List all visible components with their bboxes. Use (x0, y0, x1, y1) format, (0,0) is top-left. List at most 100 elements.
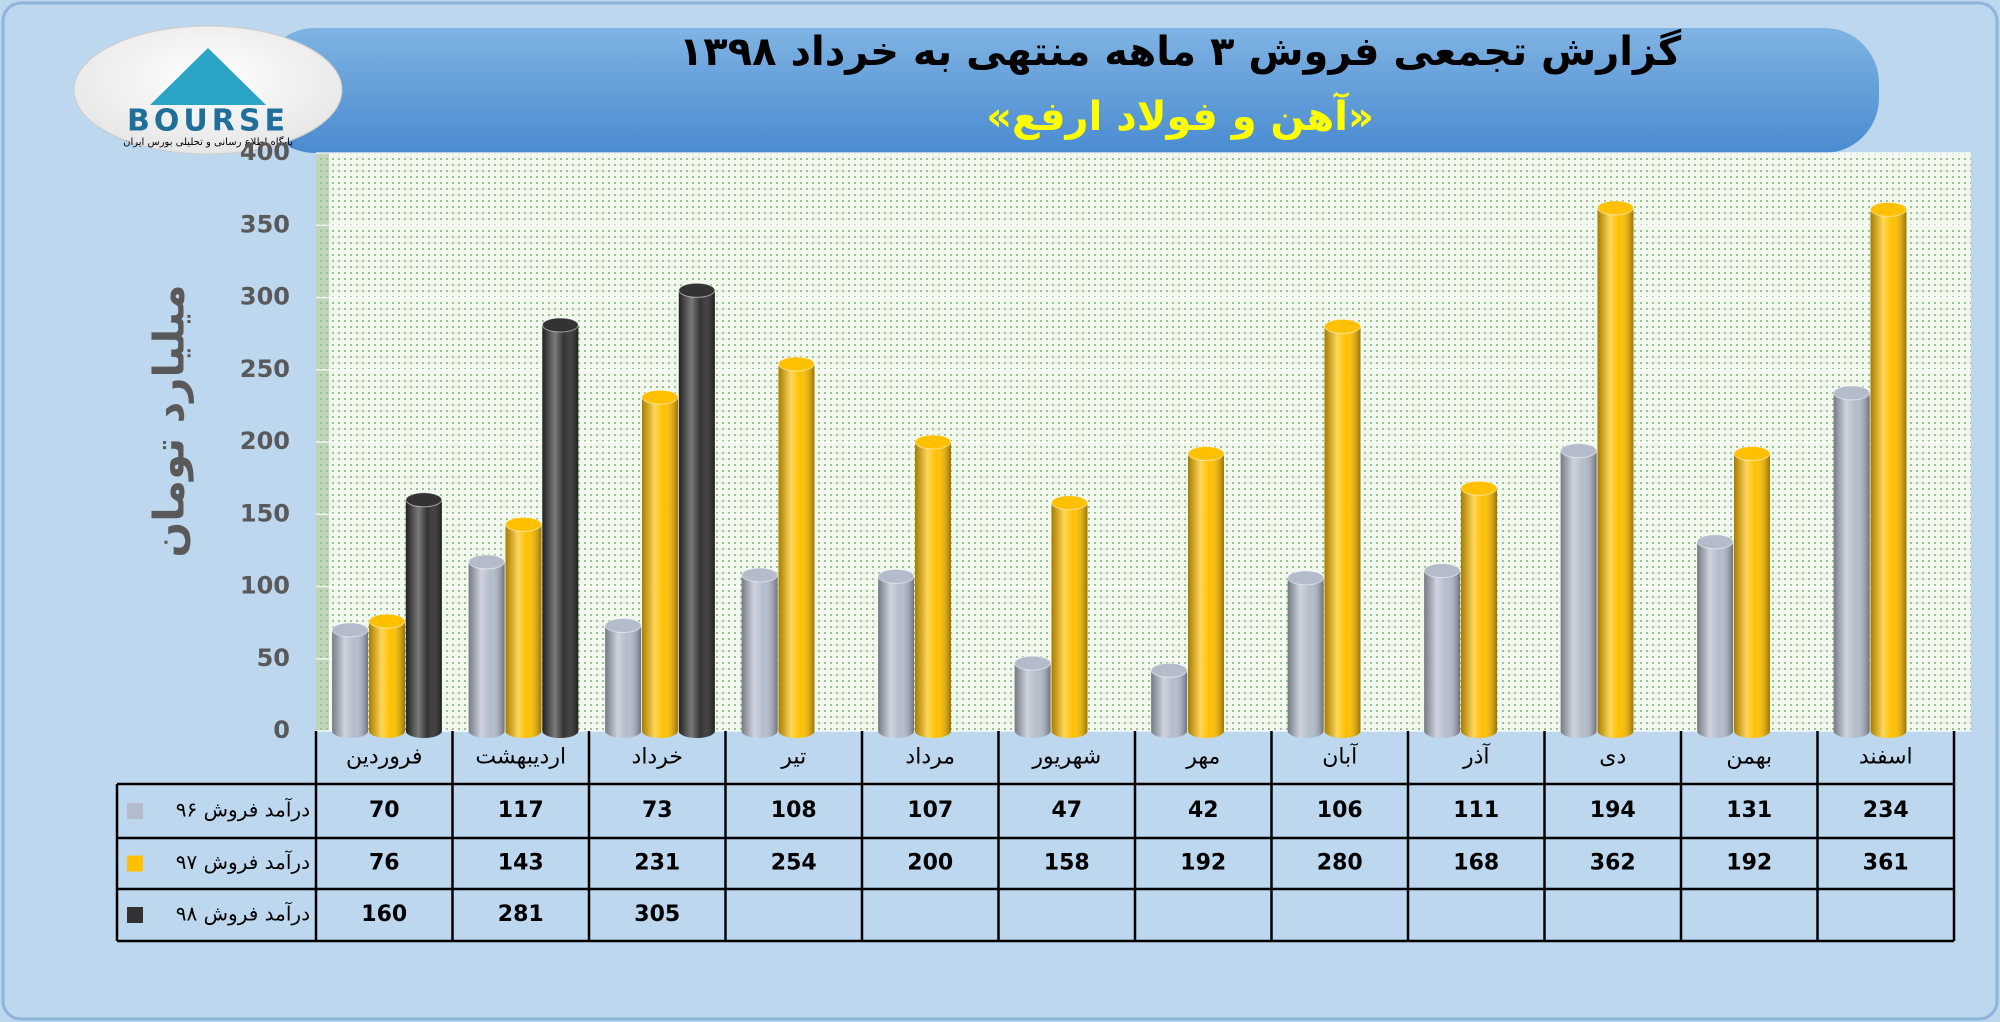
table-value: 108 (771, 798, 817, 823)
bar-shade (1460, 488, 1497, 738)
table-value: 131 (1726, 798, 1772, 823)
bar-top (741, 567, 779, 583)
bar-top (504, 516, 542, 532)
x-tick-label: مهر (1185, 745, 1220, 770)
x-tick-label: فروردین (346, 745, 423, 770)
logo-caption: پایگاه اطلاع رسانی و تحلیلی بورس ایران (123, 136, 293, 148)
logo-icon (150, 48, 266, 105)
bar-shade (505, 524, 542, 738)
table-value: 234 (1863, 798, 1909, 823)
bar-shade (368, 621, 405, 738)
bar-shade (1287, 577, 1324, 738)
x-tick-label: اسفند (1859, 745, 1913, 770)
bar-shade (641, 397, 678, 738)
table-value: 194 (1590, 798, 1636, 823)
x-tick-label: دی (1599, 745, 1626, 770)
x-tick-label: خرداد (632, 745, 683, 770)
bar-shade (678, 290, 715, 738)
table-value: 192 (1180, 851, 1226, 876)
bar-top (777, 356, 815, 372)
y-axis-label: میلیارد تومان (145, 284, 195, 557)
bar-shade (1597, 207, 1634, 738)
bar-shade (1424, 570, 1461, 738)
bar-top (1287, 570, 1325, 586)
table-value: 76 (369, 851, 400, 876)
y-tick-label: 350 (240, 210, 290, 238)
table-value: 107 (907, 798, 953, 823)
bar-top (604, 618, 642, 634)
bar-shade (1560, 450, 1597, 738)
bar-top (877, 568, 915, 584)
chart-title: گزارش تجمعی فروش ۳ ماهه منتهی به خرداد ۱… (679, 28, 1682, 75)
bar-top (641, 389, 679, 405)
bar-shade (914, 442, 951, 738)
table-value: 361 (1863, 851, 1909, 876)
legend-swatch (127, 907, 143, 923)
x-tick-label: آذر (1462, 743, 1490, 770)
bar-shade (542, 324, 579, 738)
bar-top (1460, 480, 1498, 496)
table-value: 168 (1453, 851, 1499, 876)
bar-top (1423, 563, 1461, 579)
x-tick-label: بهمن (1726, 745, 1772, 770)
bar-shade (1151, 670, 1188, 738)
chart-subtitle: «آهن و فولاد ارفع» (986, 91, 1374, 140)
bar-top (541, 317, 579, 333)
legend-swatch (127, 855, 143, 872)
y-tick-label: 100 (240, 572, 290, 600)
bar-shade (1697, 541, 1734, 738)
table-value: 192 (1726, 851, 1772, 876)
y-tick-label: 300 (240, 283, 290, 311)
table-value: 47 (1051, 798, 1082, 823)
table-value: 305 (634, 902, 680, 927)
bar-shade (1833, 392, 1870, 738)
bar-shade (605, 625, 642, 738)
x-tick-label: اردیبهشت (475, 745, 566, 770)
table-value: 158 (1044, 851, 1090, 876)
table-value: 117 (498, 798, 544, 823)
table-value: 106 (1317, 798, 1363, 823)
table-value: 70 (369, 798, 400, 823)
bar-shade (332, 629, 369, 738)
table-value: 160 (361, 902, 407, 927)
bar-shade (878, 576, 915, 738)
table-value: 200 (907, 851, 953, 876)
bar-top (678, 282, 716, 298)
table-value: 143 (498, 851, 544, 876)
table-value: 42 (1188, 798, 1219, 823)
x-tick-label: آبان (1322, 743, 1358, 770)
bar-top (1150, 662, 1188, 678)
table-value: 111 (1453, 798, 1499, 823)
bar-shade (741, 574, 778, 738)
table-value: 254 (771, 851, 817, 876)
bar-shade (1014, 663, 1051, 738)
table-value: 362 (1590, 851, 1636, 876)
y-tick-label: 150 (240, 499, 290, 527)
bar-top (1560, 443, 1598, 459)
bar-shade (1733, 453, 1770, 738)
bar-shade (1324, 326, 1361, 738)
bar-top (368, 613, 406, 629)
bar-shade (778, 363, 815, 738)
bar-top (914, 434, 952, 450)
y-tick-label: 400 (240, 138, 290, 166)
y-tick-label: 200 (240, 427, 290, 455)
bar-shade (468, 561, 505, 738)
bar-top (1733, 446, 1771, 462)
bar-top (1596, 200, 1634, 216)
bar-shade (1870, 209, 1907, 739)
y-tick-label: 50 (257, 644, 290, 672)
bar-top (1014, 655, 1052, 671)
bar-top (405, 492, 443, 508)
legend-label: درآمد فروش ۹۸ (176, 901, 310, 926)
table-value: 73 (642, 798, 673, 823)
bar-shade (405, 499, 442, 738)
bar-top (331, 622, 369, 638)
x-tick-label: شهریور (1031, 745, 1101, 770)
x-tick-label: تیر (780, 745, 806, 770)
legend-label: درآمد فروش ۹۷ (176, 849, 310, 874)
table-value: 281 (498, 902, 544, 927)
table-value: 280 (1317, 851, 1363, 876)
